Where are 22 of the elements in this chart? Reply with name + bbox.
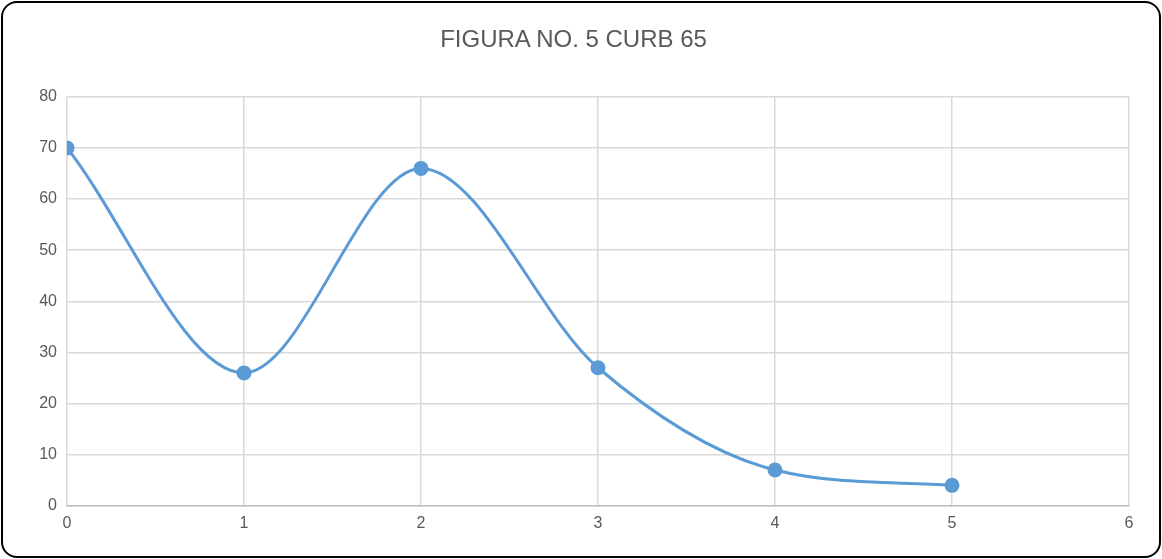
point <box>767 462 783 478</box>
y-tick-label: 10 <box>39 445 58 463</box>
point <box>413 160 429 176</box>
point <box>944 477 960 493</box>
y-tick-label: 40 <box>39 291 58 309</box>
x-tick-label: 3 <box>593 513 603 531</box>
x-tick-label: 6 <box>1124 513 1134 531</box>
point <box>590 360 606 376</box>
point <box>236 365 252 381</box>
y-tick-label: 30 <box>39 342 58 360</box>
y-tick-label: 70 <box>39 138 58 156</box>
x-tick-label: 4 <box>770 513 780 531</box>
chart-title: FIGURA NO. 5 CURB 65 <box>440 25 707 53</box>
y-tick-label: 20 <box>39 393 58 411</box>
x-tick-label: 1 <box>239 513 249 531</box>
y-tick-label: 0 <box>48 496 58 514</box>
x-tick-label: 0 <box>62 513 72 531</box>
x-tick-label: 2 <box>416 513 426 531</box>
y-tick-label: 60 <box>39 189 58 207</box>
y-tick-label: 50 <box>39 240 58 258</box>
y-tick-label: 80 <box>39 87 58 105</box>
x-tick-label: 5 <box>947 513 957 531</box>
